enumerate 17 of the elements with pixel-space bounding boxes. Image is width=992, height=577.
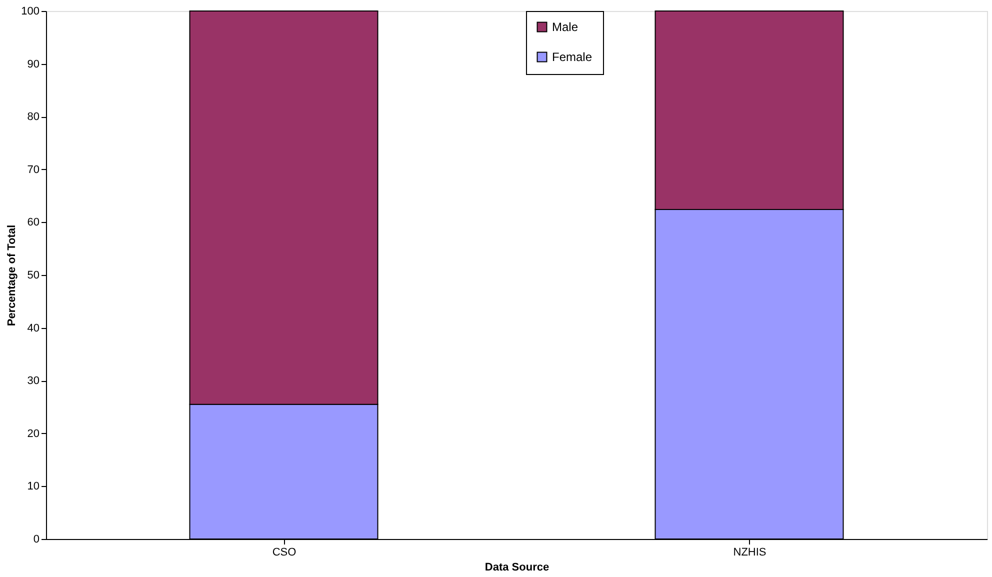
y-tick-label: 0 bbox=[33, 534, 40, 546]
y-tick-label: 100 bbox=[21, 6, 40, 18]
legend-label: Male bbox=[552, 20, 578, 34]
y-tick-label: 70 bbox=[27, 164, 40, 176]
y-tick-label: 50 bbox=[27, 270, 40, 282]
y-tick-label: 60 bbox=[27, 216, 40, 229]
y-tick-label: 20 bbox=[27, 428, 40, 440]
y-axis-title: Percentage of Total bbox=[6, 224, 18, 326]
y-tick-label: 90 bbox=[27, 58, 40, 70]
y-tick-label: 10 bbox=[27, 480, 40, 493]
y-tick-label: 80 bbox=[27, 111, 40, 124]
y-tick-label: 40 bbox=[27, 322, 40, 334]
y-tick-label: 30 bbox=[27, 375, 40, 388]
x-tick-label: CSO bbox=[272, 546, 297, 558]
x-tick-label: NZHIS bbox=[733, 546, 766, 558]
legend-label: Female bbox=[552, 50, 592, 64]
x-axis-title: Data Source bbox=[484, 562, 550, 574]
